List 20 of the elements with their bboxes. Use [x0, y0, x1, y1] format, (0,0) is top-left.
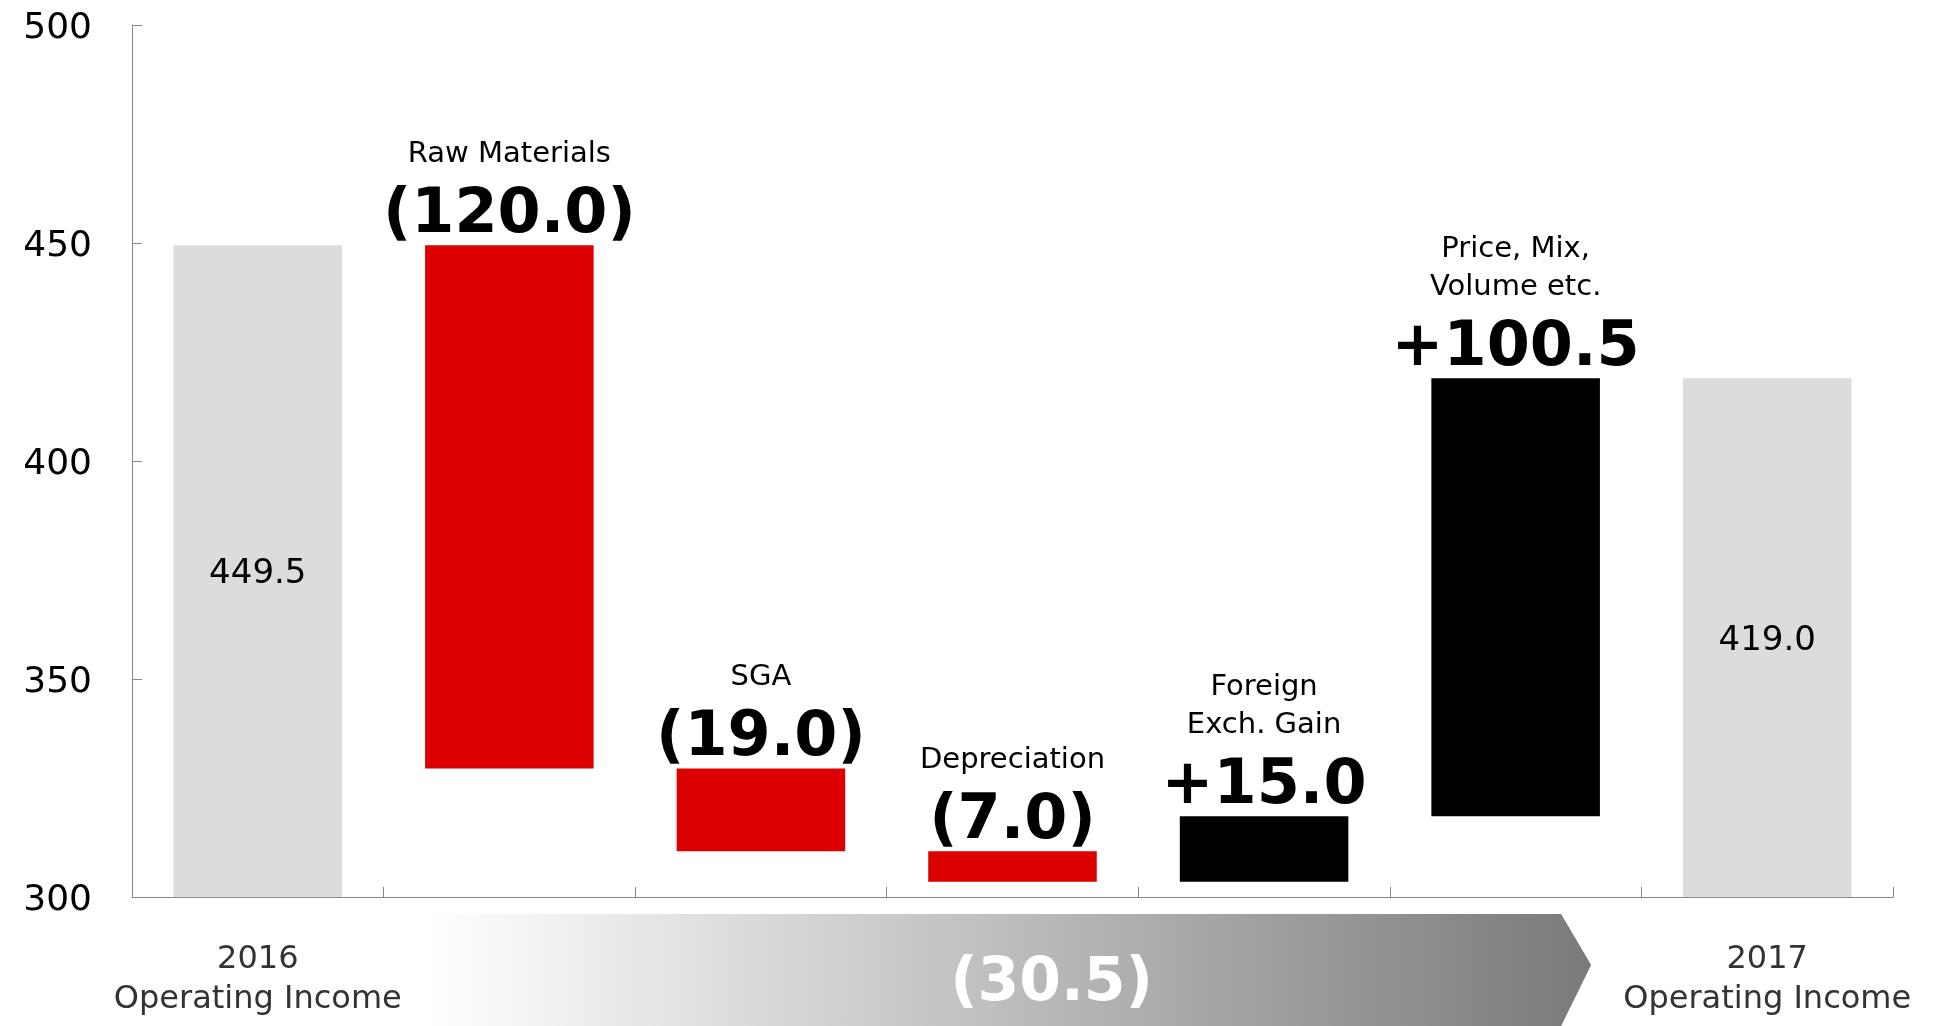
- x-tick-label: Price, Mix, Volume etc.: [1429, 230, 1602, 303]
- data-label: (120.0): [382, 173, 636, 247]
- data-label: 449.5: [209, 551, 307, 592]
- x-tick-label: 2016 Operating Income: [113, 938, 402, 1016]
- data-label: 419.0: [1718, 617, 1816, 658]
- y-tick-label: 400: [23, 440, 92, 482]
- data-label: (7.0): [929, 779, 1096, 853]
- x-tick-label: Depreciation: [919, 741, 1106, 776]
- data-label: (19.0): [656, 696, 866, 770]
- x-tick-label: Raw Materials: [407, 135, 611, 170]
- y-tick-label: 350: [23, 658, 92, 700]
- x-tick-label: Foreign Exch. Gain: [1186, 668, 1342, 741]
- data-label: +100.5: [1391, 306, 1640, 380]
- y-tick-label: 450: [23, 222, 92, 264]
- data-label: +15.0: [1161, 744, 1367, 818]
- x-tick-label: 2017 Operating Income: [1623, 938, 1912, 1016]
- text: (30.5): [950, 944, 1154, 1014]
- y-tick-label: 500: [23, 4, 92, 46]
- y-tick-label: 300: [23, 876, 92, 918]
- x-tick-label: SGA: [730, 658, 792, 693]
